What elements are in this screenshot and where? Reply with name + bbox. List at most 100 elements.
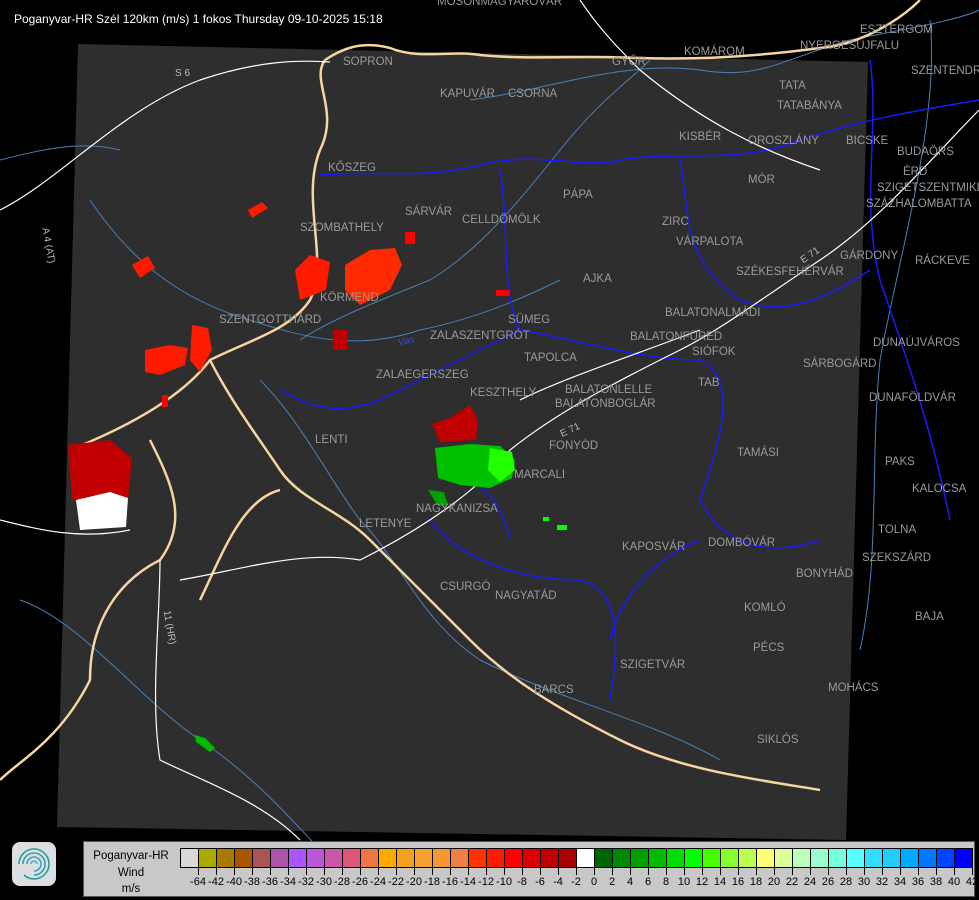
echo-darkred-center <box>432 405 478 442</box>
legend-color-cell <box>378 848 397 868</box>
echo-green-sw <box>195 735 215 752</box>
city-label: ZALAEGERSZEG <box>376 369 469 381</box>
city-label: BONYHÁD <box>796 568 853 580</box>
city-label: SZENTGOTTHÁRD <box>219 314 322 326</box>
legend-tick <box>378 868 379 875</box>
city-label: MÓR <box>748 174 775 186</box>
city-label: TAMÁSI <box>737 447 779 459</box>
legend-tick <box>288 868 289 875</box>
legend-tick <box>846 868 847 875</box>
city-label: KOMÁROM <box>684 46 745 58</box>
legend-color-cell <box>522 848 541 868</box>
legend-tick-label: 12 <box>695 876 709 888</box>
legend-tick-label: 4 <box>626 876 634 888</box>
city-label: BALATONFÜRED <box>630 331 723 343</box>
city-label: BICSKE <box>846 135 889 147</box>
city-label: SIKLÓS <box>757 734 799 746</box>
legend-tick <box>306 868 307 875</box>
legend-color-cell <box>576 848 595 868</box>
legend-tick <box>864 868 865 875</box>
echo-red-small2 <box>132 256 155 278</box>
city-label: TATA <box>779 80 806 92</box>
city-label: CELLDÖMÖLK <box>462 214 541 226</box>
city-label: PAKS <box>885 456 915 468</box>
legend-color-cell <box>432 848 451 868</box>
rivers <box>0 9 979 861</box>
legend-tick <box>486 868 487 875</box>
legend-tick-label: -22 <box>388 876 404 888</box>
city-label: LENTI <box>315 434 348 446</box>
legend-color-cell <box>684 848 703 868</box>
city-label: RÁCKEVE <box>915 255 970 267</box>
legend-tick <box>900 868 901 875</box>
legend-title: Poganyvar-HR Wind m/s <box>84 848 178 898</box>
city-label: KESZTHELY <box>470 387 537 399</box>
city-label: ZIRC <box>662 216 689 228</box>
legend-color-cell <box>306 848 325 868</box>
legend-tick <box>918 868 919 875</box>
city-label: PÉCS <box>753 642 785 654</box>
city-label: ÉRD <box>903 166 928 178</box>
legend-tick <box>702 868 703 875</box>
city-label: SZIGETSZENTMIKLÓS <box>877 182 979 194</box>
legend-tick <box>360 868 361 875</box>
city-label: SZEKSZÁRD <box>862 552 932 564</box>
legend-color-cell <box>810 848 829 868</box>
legend-tick-label: 8 <box>662 876 670 888</box>
legend-color-cell <box>468 848 487 868</box>
color-legend: Poganyvar-HR Wind m/s -64 -42 -40 -38 -36 -34… <box>83 841 978 898</box>
legend-tick <box>972 868 973 875</box>
legend-tick-label: -16 <box>442 876 458 888</box>
road-label: S 6 <box>175 68 191 79</box>
roads <box>0 0 979 841</box>
legend-color-cell <box>738 848 757 868</box>
legend-tick <box>234 868 235 875</box>
legend-tick <box>450 868 451 875</box>
city-label: KAPUVÁR <box>440 88 495 100</box>
city-label: TAPOLCA <box>524 352 577 364</box>
legend-tick-label: 40 <box>947 876 961 888</box>
city-label: BALATONLELLE <box>565 384 653 396</box>
legend-tick-label: -24 <box>370 876 386 888</box>
city-label: MARCALI <box>514 469 566 481</box>
legend-color-cell <box>882 848 901 868</box>
city-label: NAGYKANIZSA <box>416 503 498 515</box>
legend-tick-label: -12 <box>478 876 494 888</box>
city-label: SZIGETVÁR <box>620 659 686 671</box>
legend-tick <box>936 868 937 875</box>
legend-color-cell <box>360 848 379 868</box>
legend-tick-label: 36 <box>911 876 925 888</box>
city-label: DUNAFÖLDVÁR <box>869 392 956 404</box>
legend-tick <box>414 868 415 875</box>
legend-tick-label: -38 <box>244 876 260 888</box>
legend-tick <box>648 868 649 875</box>
legend-tick-label: 20 <box>767 876 781 888</box>
echo-red-dot <box>496 290 510 296</box>
city-label: KISBÉR <box>679 131 722 143</box>
echo-red-dot <box>405 232 415 244</box>
legend-tick-label: 32 <box>875 876 889 888</box>
legend-color-cell <box>252 848 271 868</box>
legend-tick-label: 16 <box>731 876 745 888</box>
legend-tick <box>684 868 685 875</box>
city-label: CSORNA <box>508 88 558 100</box>
county-borders <box>279 59 979 701</box>
legend-tick <box>630 868 631 875</box>
echo-darkred-dot <box>333 330 347 350</box>
legend-tick <box>576 868 577 875</box>
city-label: DUNAÚJVÁROS <box>873 337 960 349</box>
legend-unit: m/s <box>121 883 141 895</box>
legend-tick-label: -64 <box>190 876 206 888</box>
city-label: BARCS <box>534 684 574 696</box>
legend-color-cell <box>792 848 811 868</box>
legend-tick-label: 26 <box>821 876 835 888</box>
legend-tick-label: -40 <box>226 876 242 888</box>
legend-tick <box>342 868 343 875</box>
legend-tick-label: -20 <box>406 876 422 888</box>
legend-tick-label: -6 <box>535 876 545 888</box>
legend-tick-label: 22 <box>785 876 799 888</box>
legend-tick-label: -32 <box>298 876 314 888</box>
legend-tick-label: 2 <box>608 876 616 888</box>
city-label: FONYÓD <box>549 440 599 452</box>
